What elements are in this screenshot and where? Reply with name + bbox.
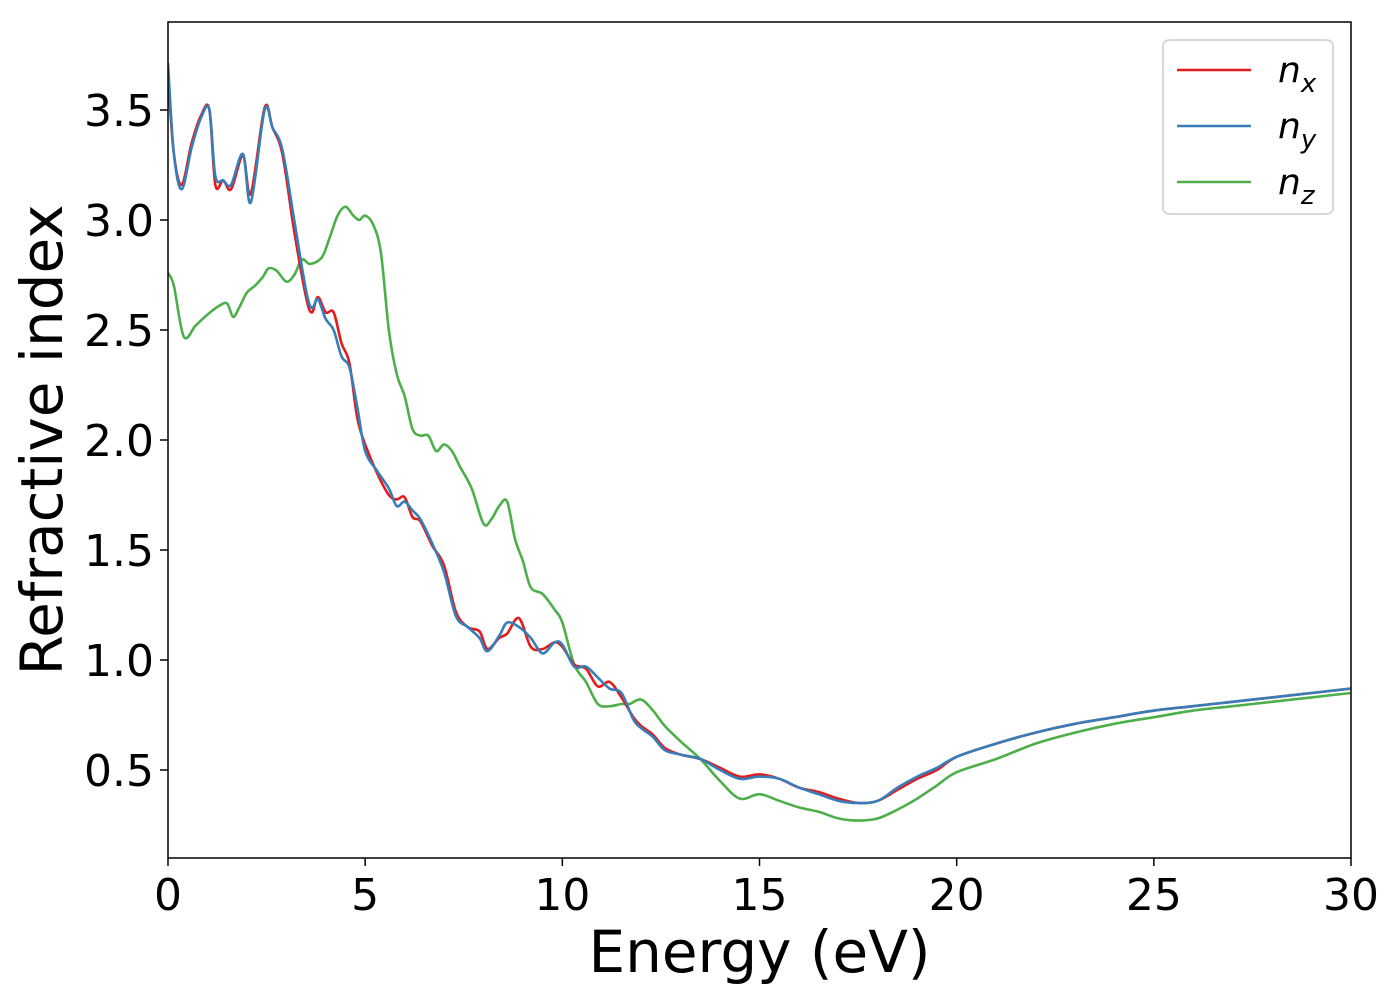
y-tick-label: 1.5 (84, 526, 154, 577)
x-axis-ticks: 0 5 10 15 20 25 30 (154, 858, 1379, 921)
y-tick-label: 3.0 (84, 196, 154, 247)
y-tick-label: 3.5 (84, 86, 154, 137)
series-layer (168, 62, 1351, 822)
x-tick-label: 25 (1126, 870, 1182, 921)
legend-label-nz: nz (1278, 162, 1316, 211)
x-tick-label: 0 (154, 870, 182, 921)
x-tick-label: 10 (534, 870, 590, 921)
x-axis-title: Energy (eV) (588, 918, 930, 986)
plot-frame (167, 21, 1352, 859)
x-tick-label: 15 (732, 870, 788, 921)
y-tick-label: 0.5 (84, 746, 154, 797)
y-axis-title: Refractive index (8, 204, 76, 675)
y-tick-label: 2.0 (84, 416, 154, 467)
y-tick-label: 2.5 (84, 306, 154, 357)
x-tick-label: 30 (1323, 870, 1379, 921)
legend-label-ny: ny (1278, 106, 1317, 155)
legend-label-nx: nx (1278, 50, 1317, 99)
x-tick-label: 5 (351, 870, 379, 921)
x-tick-label: 20 (929, 870, 985, 921)
series-line-ny (168, 62, 1351, 805)
series-line-nz (168, 205, 1351, 822)
y-axis-ticks: 0.5 1.0 1.5 2.0 2.5 3.0 3.5 (84, 86, 168, 797)
legend: nx ny nz (1162, 39, 1334, 215)
y-tick-label: 1.0 (84, 636, 154, 687)
plot-background (168, 22, 1351, 858)
